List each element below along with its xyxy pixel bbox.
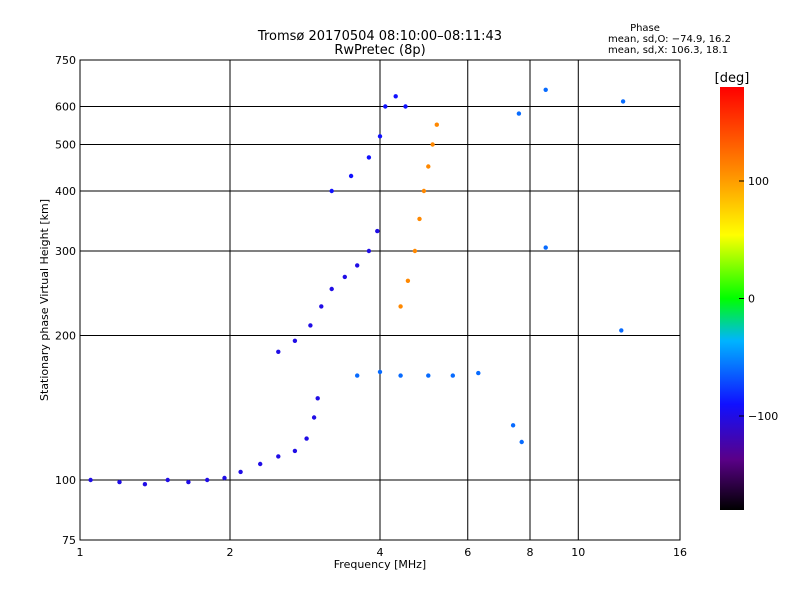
data-point [342,274,347,280]
y-axis-label: Stationary phase Virtual Height [km] [38,199,51,401]
plot-frame [79,59,681,541]
data-point [292,338,298,343]
data-point [403,104,408,109]
x-tick-label: 8 [527,546,534,559]
data-point [510,423,516,428]
chart-title: Tromsø 20170504 08:10:00–08:11:43 [257,29,502,44]
data-point [543,87,548,93]
data-point [421,188,427,194]
colorbar-label: [deg] [715,71,750,86]
data-point [405,278,411,283]
data-point [238,469,243,475]
data-point [304,436,309,441]
data-point [426,373,431,378]
data-point [276,349,281,354]
y-tick-label: 200 [55,330,76,343]
data-point [619,328,624,333]
phase-stats-x: mean, sd,X: 106.3, 18.1 [608,45,728,56]
data-point [142,482,148,487]
x-tick-label: 16 [673,546,687,559]
data-point [165,477,170,483]
data-point [319,304,324,309]
y-tick-label: 750 [55,54,76,67]
x-tick-label: 6 [464,546,471,559]
data-point [292,448,298,454]
data-point [417,216,422,222]
data-point [543,245,548,250]
data-point [398,373,403,378]
data-point [412,248,418,254]
data-point [377,369,383,375]
data-point [329,286,334,292]
y-tick-label: 500 [55,139,76,152]
data-point [366,248,372,254]
data-point [434,122,439,127]
x-tick-label: 4 [377,546,384,559]
data-point [393,94,398,99]
data-point [329,188,334,194]
data-point [516,111,522,116]
data-point [476,370,481,376]
colorbar-tick-label: 100 [748,175,769,188]
y-tick-label: 600 [55,101,76,114]
data-point [355,373,360,378]
colorbar-tick-label: 0 [748,293,755,306]
x-tick-label: 1 [77,546,84,559]
data-point [355,263,360,268]
data-point [205,477,210,483]
data-point [377,134,383,139]
data-point [450,373,455,378]
data-point [117,479,122,485]
phase-title: Phase [630,23,660,34]
data-point [315,396,320,401]
colorbar-ticks: 100 0 −100 [739,175,778,423]
data-point [375,228,380,234]
data-point [348,173,354,179]
phase-stats-o: mean, sd,O: −74.9, 16.2 [608,34,731,45]
data-point [398,304,403,309]
data-point [186,479,191,485]
x-tick-labels: 1 2 4 6 8 10 16 [77,546,688,559]
y-tick-label: 400 [55,185,76,198]
y-tick-labels: 75 100 200 300 400 500 600 750 [55,54,76,547]
data-point [258,461,263,467]
data-point [430,142,435,147]
data-point [426,164,431,169]
x-tick-label: 2 [227,546,234,559]
x-tick-label: 10 [571,546,585,559]
data-point [276,454,281,459]
data-point [366,155,372,160]
colorbar-tick-label: −100 [748,410,778,423]
x-axis-label: Frequency [MHz] [334,558,426,571]
chart-subtitle: RwPretec (8p) [334,43,425,58]
data-point [311,415,317,420]
data-point [308,323,313,328]
data-point [620,99,626,104]
data-point [519,439,524,445]
y-tick-label: 300 [55,245,76,258]
data-points [88,87,626,487]
grid-lines [79,59,681,541]
data-point [88,477,93,483]
data-point [383,104,388,109]
data-point [222,475,227,481]
y-tick-label: 75 [62,534,76,547]
y-tick-label: 100 [55,474,76,487]
